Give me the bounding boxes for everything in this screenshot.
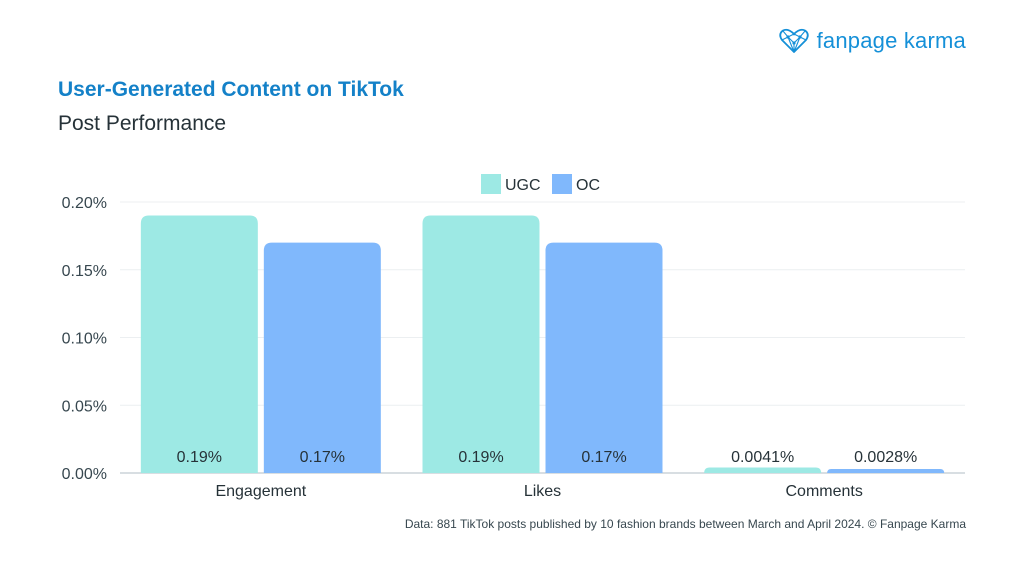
legend-swatch-ugc xyxy=(481,174,501,194)
brand-logo: fanpage karma xyxy=(778,28,966,54)
y-tick-label: 0.05% xyxy=(62,398,107,415)
data-source-note: Data: 881 TikTok posts published by 10 f… xyxy=(404,517,966,531)
bar-chart: 0.00% 0.05% 0.10% 0.15% 0.20% 0.19% 0.17% Engag… xyxy=(62,174,965,500)
data-label: 0.0028% xyxy=(854,449,917,466)
data-label: 0.17% xyxy=(581,449,626,466)
brand-name: fanpage karma xyxy=(816,28,966,53)
y-tick-label: 0.15% xyxy=(62,263,107,280)
data-label: 0.19% xyxy=(177,449,222,466)
y-tick-label: 0.00% xyxy=(62,466,107,483)
chart-title: User-Generated Content on TikTok xyxy=(58,78,404,101)
y-tick-label: 0.10% xyxy=(62,331,107,348)
chart-subtitle: Post Performance xyxy=(58,112,227,135)
data-label: 0.19% xyxy=(458,449,503,466)
legend-label: OC xyxy=(576,177,600,194)
x-tick-label: Likes xyxy=(524,483,561,500)
heart-network-icon xyxy=(778,28,809,53)
data-label: 0.0041% xyxy=(731,449,794,466)
bar-ugc xyxy=(422,215,540,474)
bar-ugc xyxy=(704,467,822,473)
legend-label: UGC xyxy=(505,177,541,194)
data-label: 0.17% xyxy=(300,449,345,466)
bar-oc xyxy=(827,469,945,473)
y-tick-label: 0.20% xyxy=(62,195,107,212)
x-tick-label: Comments xyxy=(785,483,862,500)
x-tick-label: Engagement xyxy=(215,483,306,500)
bar-oc xyxy=(545,242,663,473)
bar-oc xyxy=(263,242,381,473)
bar-ugc xyxy=(140,215,258,474)
legend-swatch-oc xyxy=(552,174,572,194)
